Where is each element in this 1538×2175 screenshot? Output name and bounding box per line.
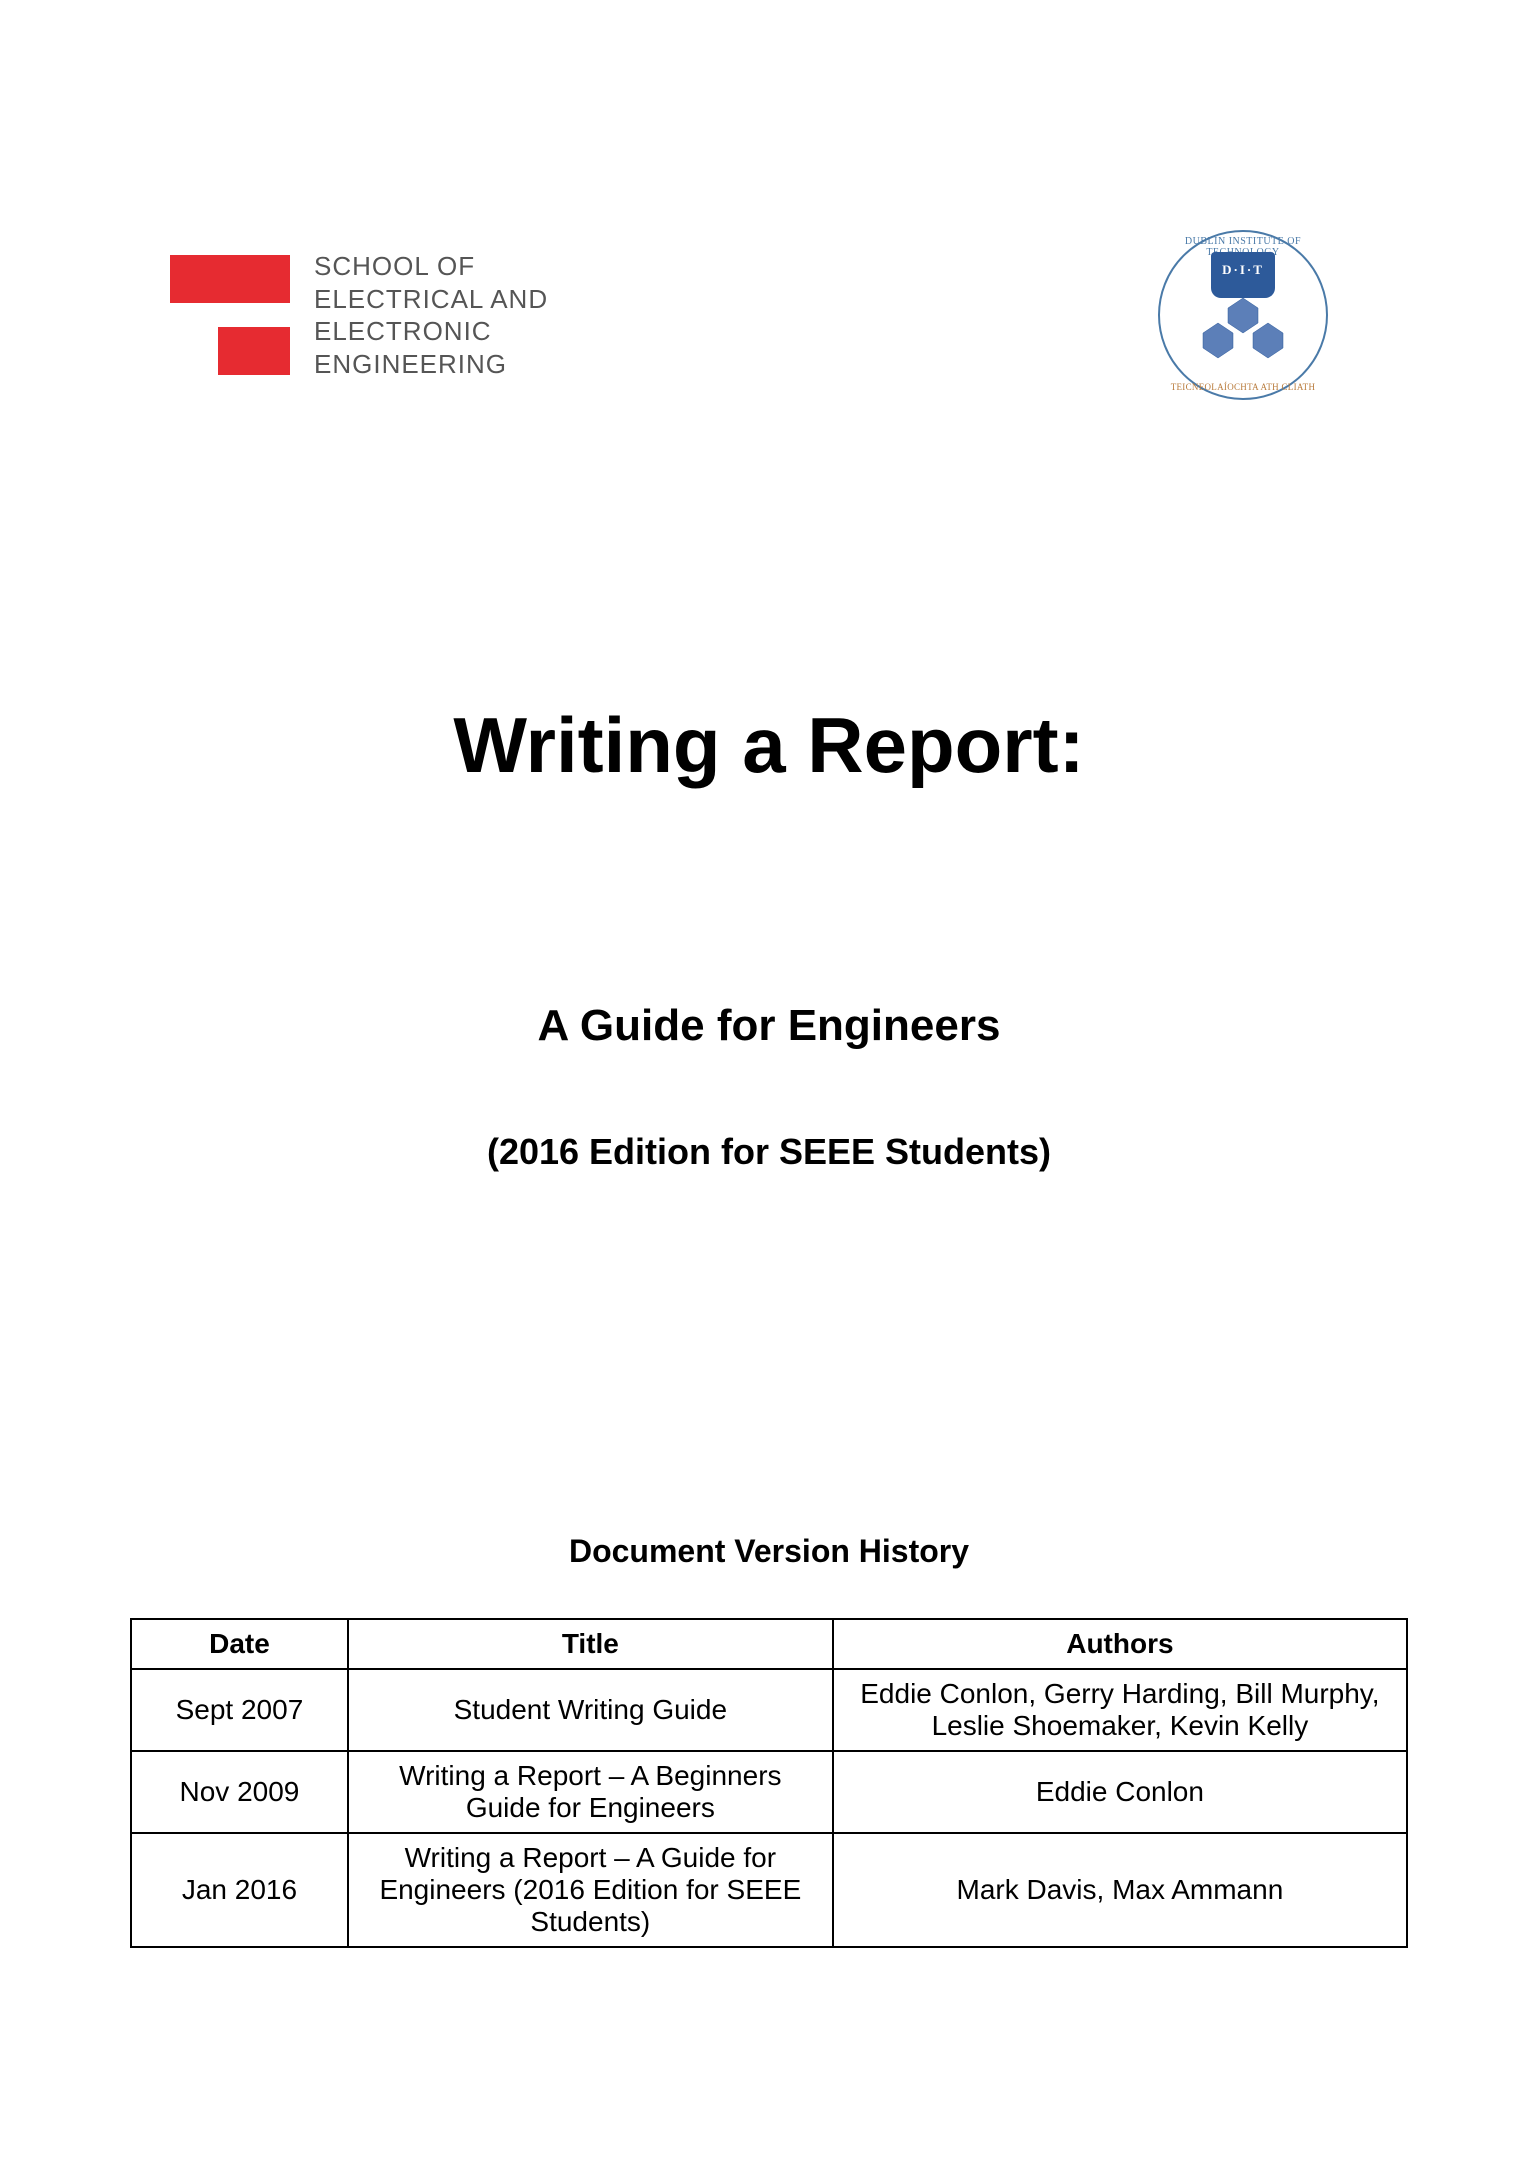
cell-date: Nov 2009	[131, 1751, 348, 1833]
school-name-line4: ENGINEERING	[314, 348, 548, 381]
cell-authors: Eddie Conlon, Gerry Harding, Bill Murphy…	[833, 1669, 1407, 1751]
cell-title: Writing a Report – A Beginners Guide for…	[348, 1751, 833, 1833]
header-row: SCHOOL OF ELECTRICAL AND ELECTRONIC ENGI…	[130, 250, 1408, 400]
crest-bottom-text: TEICNEOLAÍOCHTA ATH CLIATH	[1158, 382, 1328, 392]
cell-date: Jan 2016	[131, 1833, 348, 1947]
col-header-title: Title	[348, 1619, 833, 1669]
cell-title: Writing a Report – A Guide for Engineers…	[348, 1833, 833, 1947]
cell-authors: Eddie Conlon	[833, 1751, 1407, 1833]
crest-shield-text: D·I·T	[1158, 262, 1328, 278]
cell-date: Sept 2007	[131, 1669, 348, 1751]
table-row: Sept 2007 Student Writing Guide Eddie Co…	[131, 1669, 1407, 1751]
cell-authors: Mark Davis, Max Ammann	[833, 1833, 1407, 1947]
school-name-line2: ELECTRICAL AND	[314, 283, 548, 316]
table-row: Jan 2016 Writing a Report – A Guide for …	[131, 1833, 1407, 1947]
edition-line: (2016 Edition for SEEE Students)	[130, 1131, 1408, 1173]
table-row: Nov 2009 Writing a Report – A Beginners …	[131, 1751, 1407, 1833]
cell-title: Student Writing Guide	[348, 1669, 833, 1751]
col-header-authors: Authors	[833, 1619, 1407, 1669]
main-title: Writing a Report:	[130, 700, 1408, 791]
col-header-date: Date	[131, 1619, 348, 1669]
school-logo: SCHOOL OF ELECTRICAL AND ELECTRONIC ENGI…	[170, 250, 548, 380]
subtitle: A Guide for Engineers	[130, 1001, 1408, 1051]
version-history-table: Date Title Authors Sept 2007 Student Wri…	[130, 1618, 1408, 1948]
crest-fractal-icon	[1198, 298, 1288, 368]
dit-crest-icon: DUBLIN INSTITUTE OF TECHNOLOGY D·I·T TEI…	[1158, 230, 1328, 400]
document-page: SCHOOL OF ELECTRICAL AND ELECTRONIC ENGI…	[0, 0, 1538, 2175]
school-logo-mark-icon	[170, 255, 290, 375]
school-name-line1: SCHOOL OF	[314, 250, 548, 283]
version-history-heading: Document Version History	[130, 1533, 1408, 1570]
school-logo-text: SCHOOL OF ELECTRICAL AND ELECTRONIC ENGI…	[314, 250, 548, 380]
table-header-row: Date Title Authors	[131, 1619, 1407, 1669]
school-name-line3: ELECTRONIC	[314, 315, 548, 348]
